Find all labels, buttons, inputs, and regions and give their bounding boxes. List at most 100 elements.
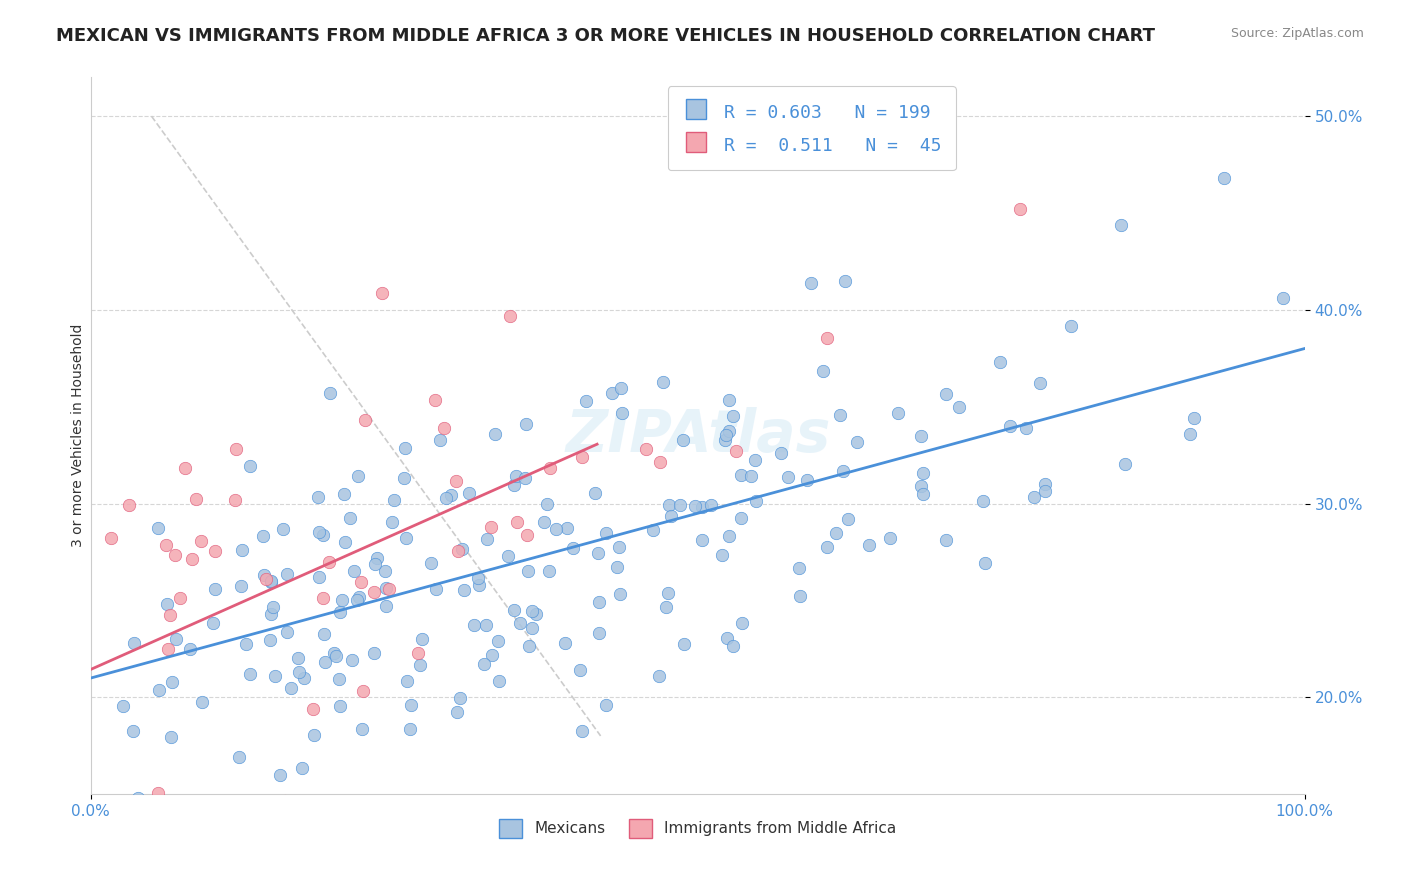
- Point: [446, 474, 468, 488]
- Point: [259, 632, 281, 647]
- Point: [595, 698, 617, 712]
- Point: [974, 556, 997, 570]
- Point: [378, 582, 401, 597]
- Point: [190, 534, 212, 549]
- Point: [499, 309, 522, 323]
- Point: [425, 582, 447, 596]
- Point: [308, 569, 330, 583]
- Point: [1213, 170, 1236, 185]
- Point: [475, 532, 498, 546]
- Point: [538, 564, 561, 578]
- Point: [606, 559, 628, 574]
- Point: [672, 433, 695, 447]
- Point: [669, 499, 692, 513]
- Point: [655, 599, 678, 614]
- Point: [472, 657, 495, 671]
- Point: [910, 429, 932, 443]
- Point: [831, 464, 853, 478]
- Point: [538, 461, 561, 475]
- Point: [648, 669, 671, 683]
- Point: [815, 540, 838, 554]
- Point: [609, 381, 631, 395]
- Point: [1029, 376, 1052, 391]
- Point: [127, 791, 149, 805]
- Point: [1060, 319, 1083, 334]
- Point: [319, 386, 342, 401]
- Point: [595, 526, 617, 541]
- Point: [800, 276, 823, 290]
- Point: [434, 491, 457, 505]
- Point: [382, 493, 405, 508]
- Point: [1111, 219, 1133, 233]
- Point: [423, 393, 446, 408]
- Point: [503, 603, 526, 617]
- Point: [813, 364, 835, 378]
- Point: [730, 511, 752, 525]
- Point: [711, 548, 734, 562]
- Point: [1015, 420, 1038, 434]
- Point: [374, 599, 396, 613]
- Point: [374, 564, 396, 578]
- Point: [516, 528, 538, 542]
- Point: [406, 646, 429, 660]
- Point: [659, 509, 682, 524]
- Point: [796, 473, 818, 487]
- Point: [446, 705, 468, 719]
- Point: [612, 406, 634, 420]
- Point: [156, 641, 179, 656]
- Point: [271, 522, 294, 536]
- Text: ZIPAtlas: ZIPAtlas: [565, 408, 831, 464]
- Point: [325, 648, 347, 663]
- Point: [815, 331, 838, 345]
- Point: [328, 672, 350, 686]
- Point: [586, 546, 609, 560]
- Point: [571, 724, 593, 739]
- Point: [509, 615, 531, 630]
- Point: [260, 574, 283, 589]
- Point: [155, 538, 177, 552]
- Point: [1035, 484, 1057, 499]
- Point: [828, 408, 851, 422]
- Point: [224, 493, 246, 508]
- Point: [571, 450, 593, 464]
- Point: [323, 646, 346, 660]
- Point: [307, 490, 329, 504]
- Point: [364, 557, 387, 571]
- Point: [352, 722, 374, 736]
- Point: [544, 522, 567, 536]
- Point: [159, 730, 181, 744]
- Point: [568, 663, 591, 677]
- Point: [328, 605, 350, 619]
- Point: [254, 572, 277, 586]
- Point: [260, 574, 283, 589]
- Point: [972, 493, 994, 508]
- Point: [721, 639, 744, 653]
- Point: [837, 512, 859, 526]
- Point: [834, 274, 856, 288]
- Point: [269, 767, 291, 781]
- Point: [858, 538, 880, 552]
- Point: [935, 533, 957, 547]
- Point: [394, 441, 416, 455]
- Point: [108, 820, 131, 834]
- Point: [714, 434, 737, 448]
- Point: [1000, 419, 1022, 434]
- Point: [396, 673, 419, 688]
- Point: [156, 598, 179, 612]
- Point: [467, 578, 489, 592]
- Point: [181, 552, 204, 566]
- Point: [449, 691, 471, 706]
- Point: [160, 675, 183, 690]
- Point: [474, 617, 496, 632]
- Point: [1271, 291, 1294, 305]
- Point: [302, 728, 325, 742]
- Point: [467, 571, 489, 585]
- Point: [515, 417, 537, 431]
- Point: [332, 592, 354, 607]
- Point: [169, 591, 191, 605]
- Point: [636, 442, 658, 457]
- Point: [1114, 457, 1136, 471]
- Point: [252, 568, 274, 582]
- Point: [432, 421, 454, 435]
- Point: [496, 549, 519, 563]
